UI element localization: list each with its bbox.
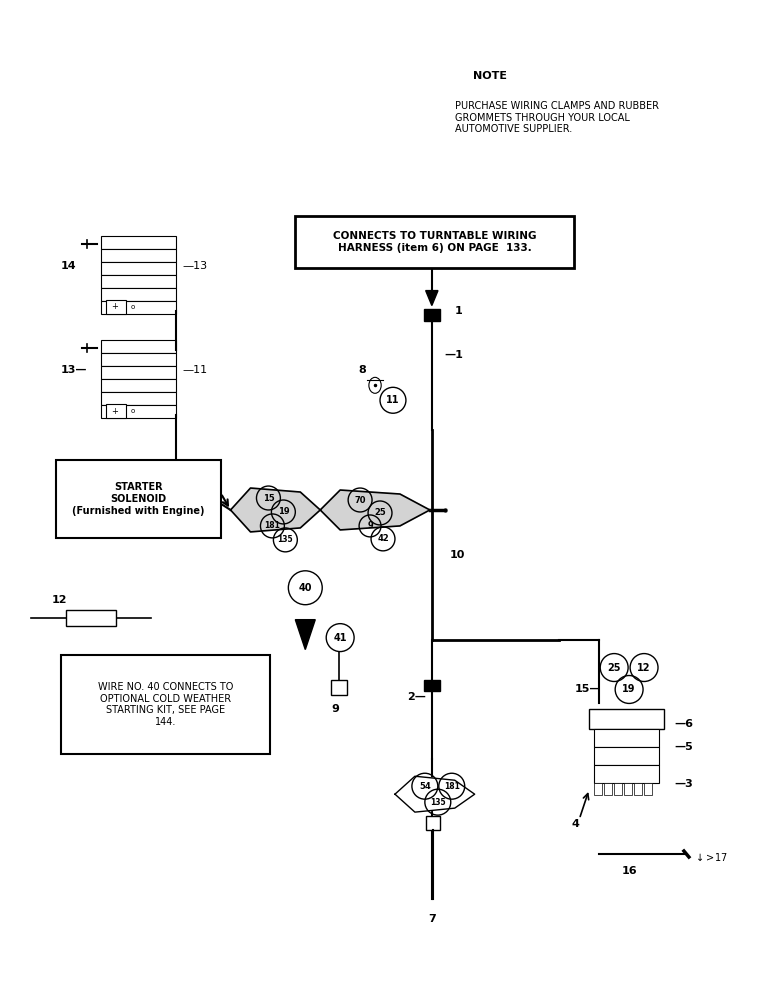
Bar xyxy=(594,765,659,783)
Bar xyxy=(624,783,632,795)
Text: 19: 19 xyxy=(622,684,636,694)
Text: 11: 11 xyxy=(386,395,400,405)
Text: 12: 12 xyxy=(51,595,66,605)
Text: 12: 12 xyxy=(638,663,651,673)
Text: —13: —13 xyxy=(183,261,208,271)
Polygon shape xyxy=(395,776,475,812)
Bar xyxy=(594,729,659,747)
Bar xyxy=(634,783,642,795)
Text: 54: 54 xyxy=(419,782,431,791)
Bar xyxy=(101,262,176,275)
Text: +: + xyxy=(111,302,118,311)
Bar xyxy=(101,392,176,405)
Text: 15—: 15— xyxy=(574,684,601,694)
Text: 181: 181 xyxy=(444,782,459,791)
Text: 25: 25 xyxy=(608,663,621,673)
Bar xyxy=(56,460,221,538)
Bar xyxy=(101,353,176,366)
Text: 135: 135 xyxy=(278,535,293,544)
Text: STARTER
SOLENOID
(Furnished with Engine): STARTER SOLENOID (Furnished with Engine) xyxy=(72,482,205,516)
Polygon shape xyxy=(425,291,438,306)
Bar xyxy=(101,288,176,301)
Bar xyxy=(426,816,440,830)
Text: 9: 9 xyxy=(331,704,339,714)
Bar xyxy=(101,301,176,314)
Text: $\downarrow$>17: $\downarrow$>17 xyxy=(694,851,727,863)
Bar xyxy=(296,216,574,268)
Bar xyxy=(101,275,176,288)
Text: 13—: 13— xyxy=(61,365,88,375)
Text: 42: 42 xyxy=(378,534,389,543)
Bar xyxy=(101,249,176,262)
Text: CONNECTS TO TURNTABLE WIRING
HARNESS (item 6) ON PAGE  133.: CONNECTS TO TURNTABLE WIRING HARNESS (it… xyxy=(333,231,537,253)
Bar xyxy=(604,783,612,795)
Text: NOTE: NOTE xyxy=(472,71,506,81)
Polygon shape xyxy=(231,488,320,532)
Text: WIRE NO. 40 CONNECTS TO
OPTIONAL COLD WEATHER
STARTING KIT, SEE PAGE
144.: WIRE NO. 40 CONNECTS TO OPTIONAL COLD WE… xyxy=(98,682,233,727)
Bar xyxy=(101,236,176,249)
Text: 135: 135 xyxy=(430,798,445,807)
Bar xyxy=(594,783,602,795)
Polygon shape xyxy=(320,490,430,530)
Text: 19: 19 xyxy=(278,507,290,516)
Text: 10: 10 xyxy=(450,550,466,560)
Text: —1: —1 xyxy=(445,350,464,360)
Text: 14: 14 xyxy=(61,261,76,271)
Text: 9: 9 xyxy=(367,521,373,530)
Text: 7: 7 xyxy=(428,914,435,924)
Text: PURCHASE WIRING CLAMPS AND RUBBER
GROMMETS THROUGH YOUR LOCAL
AUTOMOTIVE SUPPLIE: PURCHASE WIRING CLAMPS AND RUBBER GROMME… xyxy=(455,101,659,134)
Text: 15: 15 xyxy=(262,494,274,503)
Bar xyxy=(331,680,347,695)
Text: —11: —11 xyxy=(183,365,208,375)
Text: 70: 70 xyxy=(354,496,366,505)
Bar xyxy=(644,783,652,795)
Text: 41: 41 xyxy=(334,633,347,643)
Bar xyxy=(66,610,116,626)
Bar xyxy=(101,366,176,379)
Bar xyxy=(101,340,176,353)
Bar xyxy=(61,655,270,754)
Text: +: + xyxy=(111,407,118,416)
Polygon shape xyxy=(296,620,315,650)
Text: 16: 16 xyxy=(621,866,637,876)
Text: 40: 40 xyxy=(299,583,312,593)
Text: 2—: 2— xyxy=(407,692,426,702)
Bar xyxy=(106,300,126,314)
Text: 25: 25 xyxy=(374,508,386,517)
Bar xyxy=(589,709,664,729)
Text: 4: 4 xyxy=(571,819,579,829)
Text: —6: —6 xyxy=(674,719,693,729)
Bar xyxy=(101,405,176,418)
Text: o: o xyxy=(131,408,135,414)
Text: 181: 181 xyxy=(265,521,280,530)
Text: —3: —3 xyxy=(674,779,692,789)
Bar xyxy=(424,680,440,691)
Text: 8: 8 xyxy=(358,365,366,375)
Bar xyxy=(106,404,126,418)
Bar xyxy=(615,783,622,795)
Bar xyxy=(594,747,659,765)
Text: o: o xyxy=(131,304,135,310)
Text: —5: —5 xyxy=(674,742,692,752)
Bar xyxy=(101,379,176,392)
Text: 1: 1 xyxy=(455,306,462,316)
Bar xyxy=(424,309,440,320)
